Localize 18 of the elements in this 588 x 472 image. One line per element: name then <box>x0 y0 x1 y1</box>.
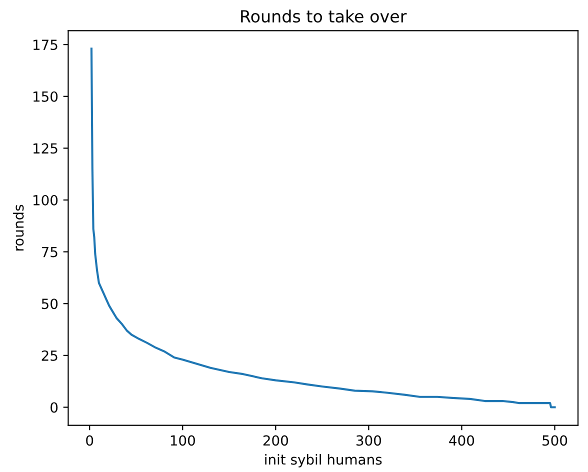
x-tick-label: 100 <box>170 435 195 446</box>
y-axis-title: rounds <box>12 204 24 250</box>
y-tick-label: 75 <box>42 246 58 258</box>
x-tick-label: 0 <box>86 435 94 446</box>
x-tick-label: 200 <box>263 435 288 446</box>
y-tick-label: 0 <box>50 402 58 413</box>
chart-title: Rounds to take over <box>241 10 407 23</box>
x-tick-label: 300 <box>356 435 382 446</box>
y-tick-label: 150 <box>34 91 58 102</box>
y-tick-label: 125 <box>34 143 58 154</box>
x-tick-label: 500 <box>542 435 568 446</box>
line-series <box>90 48 556 408</box>
x-tick-label: 400 <box>449 435 474 446</box>
y-tick-label: 50 <box>42 298 58 310</box>
y-tick-label: 175 <box>34 40 58 50</box>
x-axis-title: init sybil humans <box>265 454 382 468</box>
y-tick-label: 25 <box>42 350 58 361</box>
y-tick-label: 100 <box>34 194 58 206</box>
